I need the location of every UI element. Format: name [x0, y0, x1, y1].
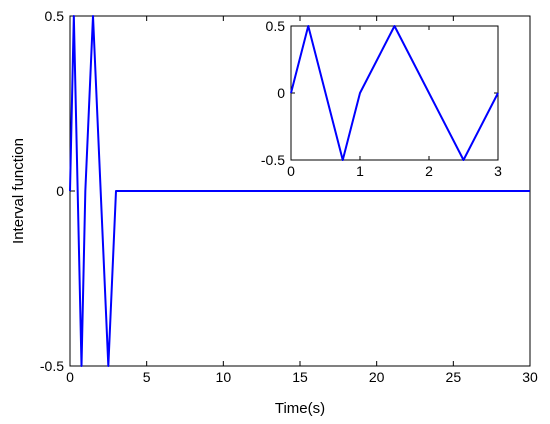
inset-background [291, 26, 498, 160]
main-x-tick-label: 15 [292, 369, 308, 385]
inset-ticks: 0 1 2 3-0.500.5 [261, 18, 502, 179]
inset-y-tick-label: 0 [277, 85, 285, 101]
inset-x-tick-label: 1 [356, 163, 364, 179]
main-x-tick-label: 5 [143, 369, 151, 385]
main-x-tick-label: 10 [216, 369, 232, 385]
inset-y-tick-label: 0.5 [266, 18, 286, 34]
inset-series-line [290, 25, 499, 161]
main-x-tick-label: 0 [66, 369, 74, 385]
main-ticks: 0 5 10 15 20 25 30-0.500.5 [40, 8, 538, 385]
inset-y-tick-label: -0.5 [261, 152, 285, 168]
main-series-line [69, 15, 530, 367]
main-x-tick-label: 20 [369, 369, 385, 385]
main-y-tick-label: 0.5 [45, 8, 65, 24]
y-axis-label: Interval function [10, 138, 27, 244]
main-x-tick-label: 25 [446, 369, 462, 385]
main-x-tick-label: 30 [522, 369, 538, 385]
main-y-tick-label: 0 [56, 183, 64, 199]
inset-plot: 0 1 2 3-0.500.5 [261, 18, 502, 179]
main-y-tick-label: -0.5 [40, 358, 64, 374]
inset-x-tick-label: 0 [287, 163, 295, 179]
inset-x-tick-label: 3 [494, 163, 502, 179]
inset-x-tick-label: 2 [425, 163, 433, 179]
x-axis-label: Time(s) [275, 400, 325, 417]
main-plot: 0 5 10 15 20 25 30-0.500.5 Time(s) Interval fu… [10, 8, 538, 417]
